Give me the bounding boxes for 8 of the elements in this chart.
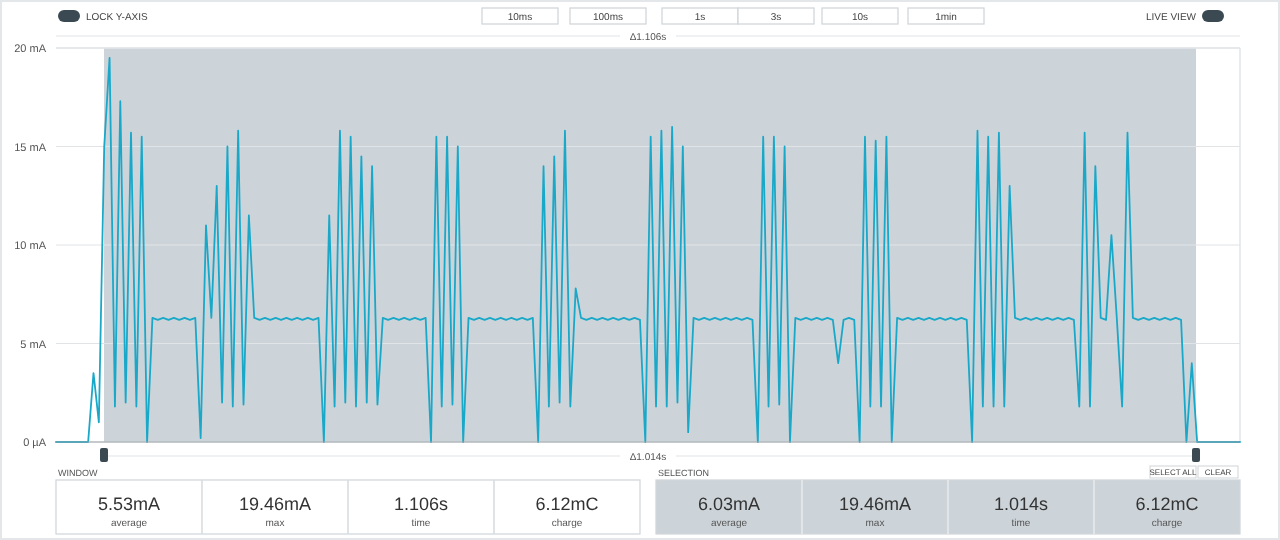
text: 19.46mA [238, 494, 312, 514]
text: 1.106s [393, 494, 450, 514]
text: 19.46mA [838, 494, 912, 514]
text: 6.12mC [1135, 494, 1200, 514]
text: 1.014s [993, 494, 1050, 514]
text: 6.12mC [535, 494, 600, 514]
text: 5.53mA [97, 494, 161, 514]
text: 6.03mA [697, 494, 761, 514]
